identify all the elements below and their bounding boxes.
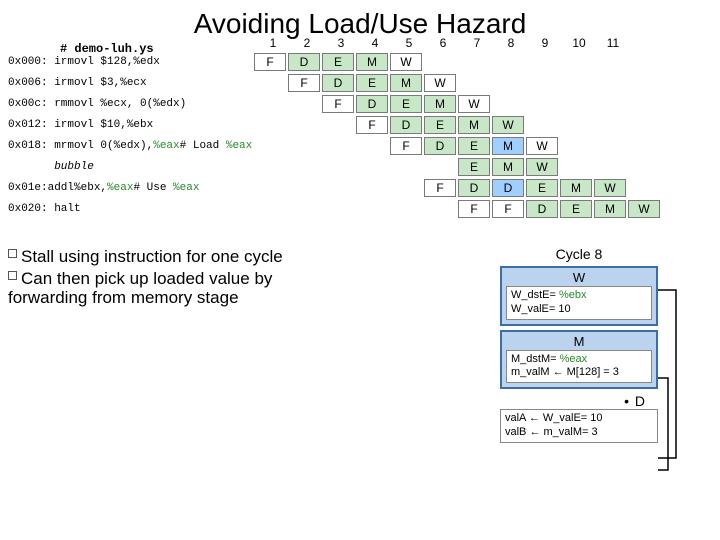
instr-row: 0x000: irmovl $128,%edxFDEMW xyxy=(8,52,712,72)
stage-cell: F xyxy=(390,137,422,155)
stage-cell: D xyxy=(322,74,354,92)
stage-cell: W xyxy=(526,158,558,176)
stage-cell: W xyxy=(458,95,490,113)
stage-d-inner: valA ← W_valE= 10 valB ← m_valM= 3 xyxy=(500,409,658,443)
stage-cell: M xyxy=(594,200,626,218)
bullets: Stall using instruction for one cycle Ca… xyxy=(8,247,308,308)
stage-cell: E xyxy=(458,158,490,176)
instr-row: 0x018: mrmovl 0(%edx),%eax# Load %eax FDE… xyxy=(8,136,712,156)
stage-cell: D xyxy=(288,53,320,71)
stage-cell: D xyxy=(458,179,490,197)
instr-row: bubble EMW xyxy=(8,157,712,177)
cycle-num: 9 xyxy=(528,36,562,50)
instr-text: 0x012: irmovl $10,%ebx xyxy=(8,119,254,131)
cycle-num: 11 xyxy=(596,36,630,50)
stage-cell: M xyxy=(492,158,524,176)
stage-cell: F xyxy=(356,116,388,134)
stage-cell: D xyxy=(526,200,558,218)
stage-cell: E xyxy=(322,53,354,71)
stage-cell: M xyxy=(356,53,388,71)
cycle-num: 5 xyxy=(392,36,426,50)
stage-cell: W xyxy=(526,137,558,155)
instr-text: 0x006: irmovl $3,%ecx xyxy=(8,77,254,89)
cycle-num: 2 xyxy=(290,36,324,50)
w-line1: W_dstE= xyxy=(511,289,556,301)
d-dots: • D xyxy=(500,393,658,409)
instr-text: bubble xyxy=(8,161,254,173)
cycle-num: 4 xyxy=(358,36,392,50)
instr-text: 0x018: mrmovl 0(%edx),%eax# Load %eax xyxy=(8,140,254,152)
m-line2: m_valM ← M[128] = 3 xyxy=(511,366,647,380)
stage-cell: W xyxy=(594,179,626,197)
d-line2: valB ← m_valM= 3 xyxy=(505,426,653,440)
cycle-num: 1 xyxy=(256,36,290,50)
stage-cell: F xyxy=(458,200,490,218)
stage-cell: F xyxy=(288,74,320,92)
instr-text: 0x020: halt xyxy=(8,203,254,215)
instr-row: 0x01e:addl%ebx,%eax# Use %eaxFDDEMW xyxy=(8,178,712,198)
stage-cell: M xyxy=(458,116,490,134)
pipeline-diagram: 1234567891011 0x000: irmovl $128,%edxFDE… xyxy=(8,52,712,219)
cycle8-label: Cycle 8 xyxy=(500,246,658,262)
instr-text: 0x01e:addl%ebx,%eax# Use %eax xyxy=(8,182,254,194)
stage-cell: F xyxy=(254,53,286,71)
stage-cell: E xyxy=(390,95,422,113)
cycle-num: 10 xyxy=(562,36,596,50)
stage-d-box: • D valA ← W_valE= 10 valB ← m_valM= 3 xyxy=(500,393,658,443)
stage-cell: F xyxy=(322,95,354,113)
instr-text: 0x00c: rmmovl %ecx, 0(%edx) xyxy=(8,98,254,110)
w-line2: W_valE= 10 xyxy=(511,303,647,317)
stage-cell: D xyxy=(424,137,456,155)
stage-cell: E xyxy=(526,179,558,197)
bullet-icon xyxy=(8,249,17,258)
m-line1: M_dstM= xyxy=(511,353,557,365)
cycle-numbers: 1234567891011 xyxy=(256,36,630,50)
stage-cell: F xyxy=(492,200,524,218)
instr-text: 0x000: irmovl $128,%edx xyxy=(8,56,254,68)
instr-row: 0x006: irmovl $3,%ecx FDEMW xyxy=(8,73,712,93)
stage-cell: M xyxy=(390,74,422,92)
instruction-rows: 0x000: irmovl $128,%edxFDEMW0x006: irmov… xyxy=(8,52,712,219)
stage-cell: M xyxy=(560,179,592,197)
cycle8-detail: Cycle 8 W W_dstE= %ebx W_valE= 10 M M_ds… xyxy=(500,246,658,443)
stage-cell: W xyxy=(492,116,524,134)
cycle-num: 8 xyxy=(494,36,528,50)
stage-cell: D xyxy=(390,116,422,134)
stage-m-box: M M_dstM= %eax m_valM ← M[128] = 3 xyxy=(500,330,658,390)
stage-cell: W xyxy=(424,74,456,92)
instr-row: 0x00c: rmmovl %ecx, 0(%edx) FDEMW xyxy=(8,94,712,114)
cycle-num: 6 xyxy=(426,36,460,50)
stage-w-inner: W_dstE= %ebx W_valE= 10 xyxy=(506,286,652,320)
stage-cell: M xyxy=(492,137,524,155)
bullet-icon xyxy=(8,271,17,280)
stage-cell: E xyxy=(356,74,388,92)
stage-cell: F xyxy=(424,179,456,197)
d-line1: valA ← W_valE= 10 xyxy=(505,412,653,426)
stage-cell: E xyxy=(560,200,592,218)
arrow-icon: ← xyxy=(553,366,564,378)
stage-cell: E xyxy=(424,116,456,134)
stage-w-letter: W xyxy=(506,270,652,285)
bullet-2: Can then pick up loaded value by forward… xyxy=(8,269,272,308)
stage-w-box: W W_dstE= %ebx W_valE= 10 xyxy=(500,266,658,326)
stage-m-letter: M xyxy=(506,334,652,349)
instr-row: 0x020: haltFFDEMW xyxy=(8,199,712,219)
stage-cell: W xyxy=(390,53,422,71)
m-val1: %eax xyxy=(560,353,588,365)
stage-cell: D xyxy=(492,179,524,197)
cycle-num: 3 xyxy=(324,36,358,50)
stage-cell: W xyxy=(628,200,660,218)
stage-cell: M xyxy=(424,95,456,113)
instr-row: 0x012: irmovl $10,%ebx FDEMW xyxy=(8,115,712,135)
cycle-num: 7 xyxy=(460,36,494,50)
bullet-1: Stall using instruction for one cycle xyxy=(21,247,283,266)
stage-cell: E xyxy=(458,137,490,155)
w-val1: %ebx xyxy=(559,289,587,301)
stage-m-inner: M_dstM= %eax m_valM ← M[128] = 3 xyxy=(506,350,652,384)
forward-arrows xyxy=(658,272,698,482)
stage-cell: D xyxy=(356,95,388,113)
